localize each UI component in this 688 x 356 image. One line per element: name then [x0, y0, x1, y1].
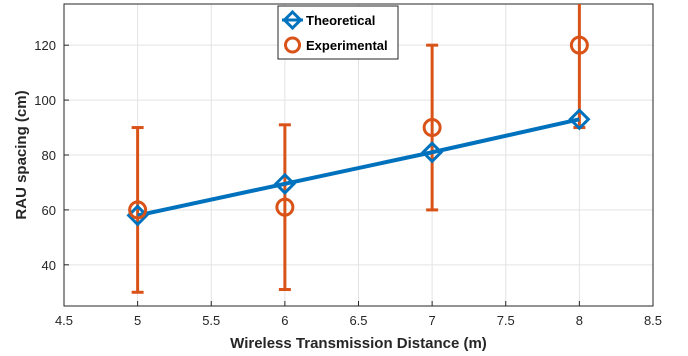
- legend-experimental-marker: [284, 36, 301, 54]
- x-tick-label: 7: [429, 313, 436, 328]
- y-tick-label: 60: [42, 203, 56, 218]
- y-tick-label: 100: [34, 93, 56, 108]
- y-axis-label: RAU spacing (cm): [13, 90, 30, 219]
- ticks: 4.5 5 5.5 6 6.5 7 7.5 8 8.5 40 60 80 100 120: [34, 38, 662, 328]
- theoretical-line: [137, 117, 580, 218]
- x-tick-label: 6: [281, 313, 288, 328]
- series-layer: [126, 4, 591, 294]
- experimental-point: [128, 200, 148, 220]
- y-tick-label: 120: [34, 38, 56, 53]
- legend-theoretical-marker: [282, 9, 303, 31]
- x-tick-label: 8: [576, 313, 583, 328]
- x-tick-label: 5.5: [202, 313, 220, 328]
- y-tick-label: 40: [42, 258, 56, 273]
- x-tick-label: 7.5: [497, 313, 515, 328]
- experimental-point: [569, 35, 589, 55]
- x-tick-label: 4.5: [55, 313, 73, 328]
- x-axis-label: Wireless Transmission Distance (m): [230, 335, 487, 352]
- theoretical-point: [421, 141, 444, 164]
- experimental-point: [275, 197, 295, 217]
- x-tick-label: 5: [134, 313, 141, 328]
- experimental-point: [422, 118, 442, 138]
- x-tick-label: 8.5: [644, 313, 662, 328]
- y-tick-label: 80: [42, 148, 56, 163]
- x-tick-label: 6.5: [349, 313, 367, 328]
- legend-experimental-label: Experimental: [306, 38, 388, 53]
- theoretical-point: [126, 204, 149, 227]
- theoretical-point: [273, 172, 296, 195]
- theoretical-point: [568, 108, 591, 131]
- legend: Theoretical Experimental: [277, 5, 399, 60]
- legend-theoretical-label: Theoretical: [306, 13, 375, 28]
